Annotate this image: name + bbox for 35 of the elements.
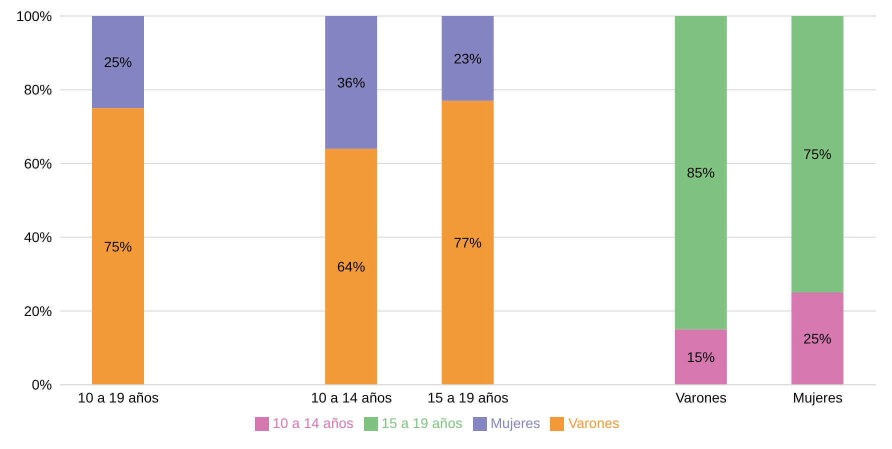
x-tick-label: 10 a 14 años [310, 390, 392, 406]
data-label: 25% [803, 330, 832, 347]
bar [92, 16, 144, 108]
bar [442, 16, 494, 101]
data-label: 23% [454, 50, 482, 66]
y-tick-label: 0% [32, 376, 52, 393]
bar [92, 108, 144, 385]
y-tick-label: 20% [24, 302, 52, 319]
data-label: 25% [104, 54, 132, 70]
legend-label: 15 a 19 años [382, 414, 463, 431]
bar [791, 16, 844, 293]
legend-label: 10 a 14 años [272, 414, 354, 431]
legend-label: Varones [568, 414, 620, 431]
x-tick-label: 15 a 19 años [428, 390, 508, 406]
data-label: 64% [337, 258, 366, 275]
data-label: 75% [104, 238, 132, 254]
data-label: 77% [454, 234, 482, 251]
bar [674, 329, 727, 385]
y-tick-label: 60% [24, 155, 52, 172]
bar [674, 16, 727, 330]
bar [791, 292, 844, 385]
data-label: 75% [803, 146, 832, 162]
x-tick-label: Varones [676, 390, 727, 406]
y-tick-label: 80% [24, 82, 52, 98]
bar [325, 148, 378, 385]
y-tick-label: 100% [16, 8, 52, 24]
legend-label: Mujeres [490, 414, 540, 431]
data-label: 85% [686, 164, 715, 181]
x-tick-label: Mujeres [792, 390, 843, 406]
bar [325, 16, 378, 149]
data-label: 36% [337, 74, 366, 90]
x-tick-label: 10 a 19 años [78, 390, 159, 406]
bar [442, 100, 494, 385]
y-tick-label: 40% [24, 229, 52, 246]
data-label: 15% [686, 349, 715, 366]
